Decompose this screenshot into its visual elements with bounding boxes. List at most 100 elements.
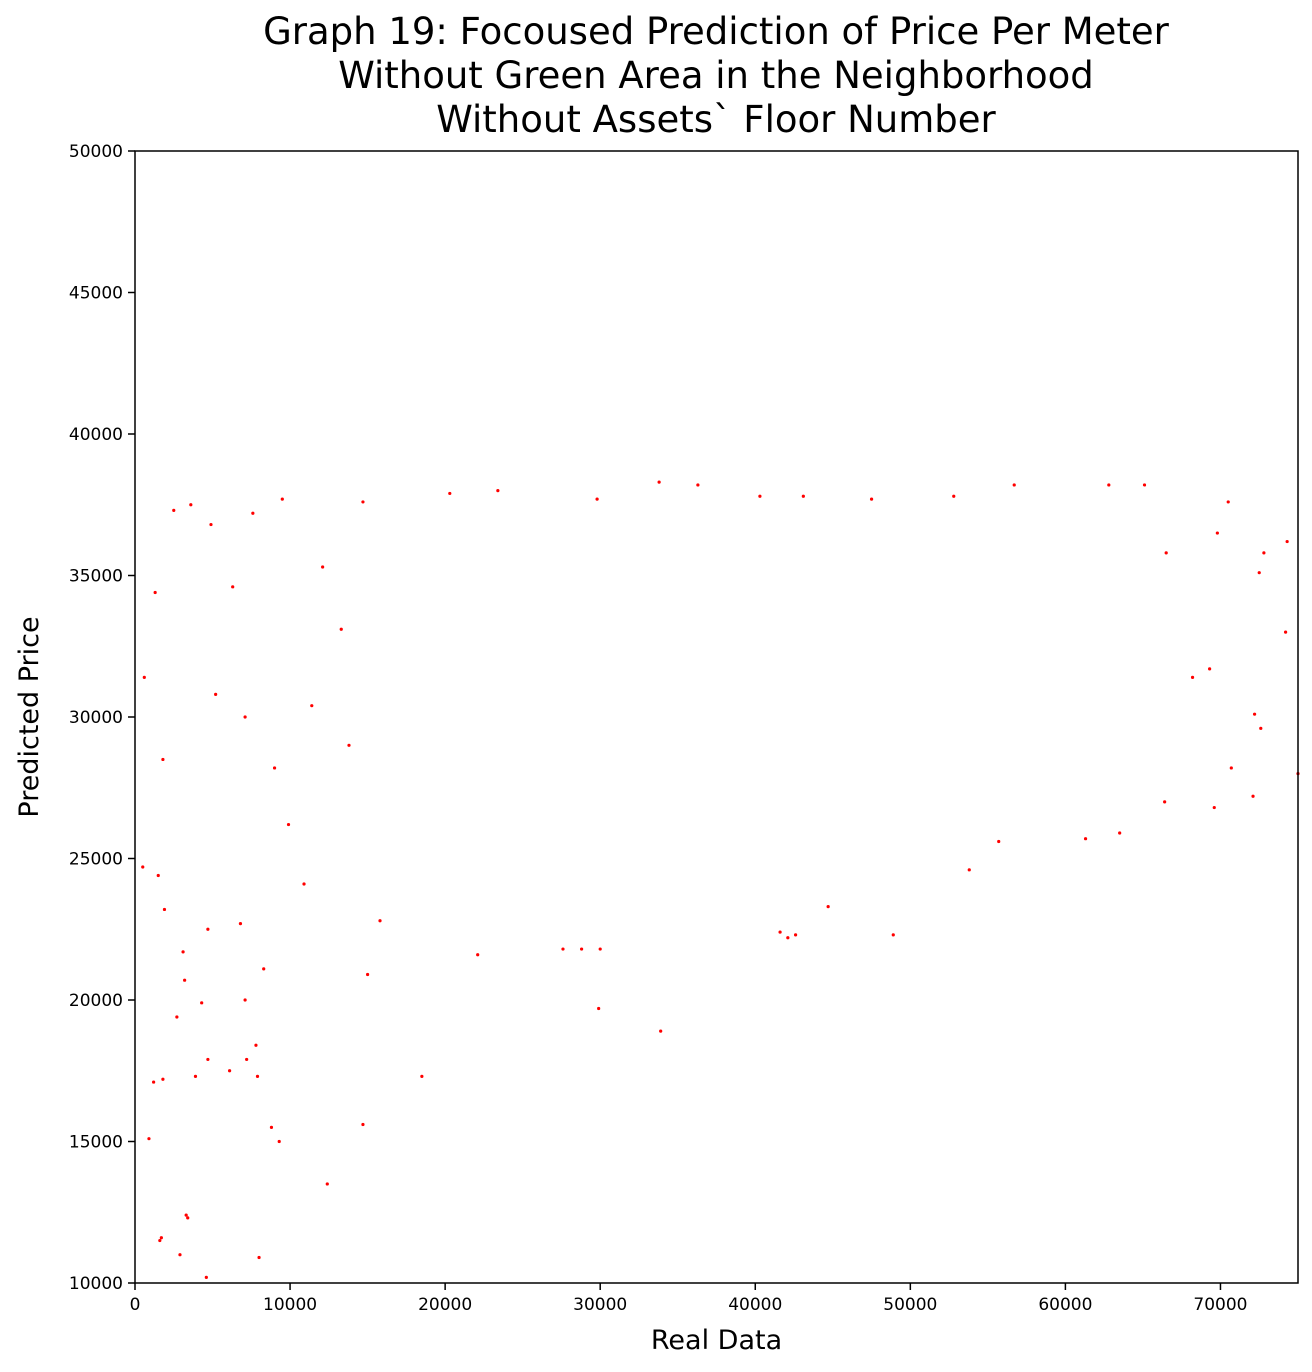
data-point (891, 933, 895, 937)
data-points-layer (141, 480, 1300, 1279)
data-point (1283, 630, 1288, 634)
data-point (159, 1236, 163, 1240)
y-tick-label: 15000 (69, 1133, 123, 1153)
ticks-layer: 0 10000 20000 30000 40000 50000 60000 70000 1000… (69, 142, 1248, 1315)
y-axis-label: Predicted Price (14, 616, 45, 817)
data-point (339, 627, 343, 631)
data-point (1259, 726, 1263, 730)
data-point (321, 565, 325, 569)
data-point (1252, 712, 1257, 716)
data-point (420, 1074, 424, 1079)
data-point (158, 1238, 162, 1243)
data-point (243, 715, 247, 719)
chart-title: Graph 19: Focoused Prediction of Price P… (263, 10, 1169, 141)
data-point (496, 489, 500, 493)
data-point (147, 1137, 151, 1141)
data-point (181, 950, 185, 954)
data-point (1215, 531, 1219, 535)
data-point (161, 1077, 165, 1081)
data-point (997, 839, 1001, 844)
data-point (793, 933, 798, 937)
y-tick-label: 35000 (69, 567, 123, 587)
data-point (153, 590, 157, 595)
data-point (254, 1043, 258, 1047)
data-point (206, 927, 210, 931)
y-tick-label: 50000 (69, 142, 123, 162)
data-point (801, 494, 805, 498)
data-point (952, 494, 956, 498)
data-point (1164, 551, 1168, 555)
data-point (245, 1057, 249, 1062)
data-point (1107, 483, 1111, 487)
y-tick-label: 10000 (69, 1274, 123, 1294)
data-point (280, 497, 284, 501)
data-point (1083, 837, 1088, 841)
data-point (142, 675, 146, 679)
data-point (204, 1275, 208, 1279)
data-point (162, 907, 167, 912)
data-point (175, 1015, 179, 1019)
data-point (325, 1182, 329, 1186)
data-point (659, 1029, 663, 1033)
data-point (206, 1057, 210, 1062)
data-point (141, 865, 145, 869)
data-point (255, 1074, 260, 1079)
x-tick-label: 30000 (573, 1295, 627, 1315)
data-point (184, 1213, 188, 1217)
data-point (597, 1006, 601, 1011)
data-point (1118, 831, 1122, 835)
data-point (1229, 766, 1233, 770)
data-point (272, 766, 277, 770)
data-point (1251, 794, 1255, 798)
data-point (286, 822, 291, 827)
x-tick-label: 20000 (418, 1295, 472, 1315)
data-point (1190, 675, 1195, 679)
data-point (657, 480, 661, 484)
data-point (561, 947, 565, 951)
data-point (1212, 805, 1216, 810)
data-point (476, 953, 480, 957)
data-point (347, 743, 351, 747)
data-point (193, 1074, 198, 1079)
data-point (826, 905, 830, 909)
data-point (1163, 800, 1167, 804)
y-tick-label: 45000 (69, 284, 123, 304)
data-point (231, 585, 235, 589)
data-point (869, 497, 874, 501)
x-tick-label: 0 (130, 1295, 141, 1315)
data-point (302, 882, 306, 886)
data-point (778, 930, 782, 934)
data-point (152, 1080, 156, 1084)
data-point (967, 868, 971, 872)
x-tick-label: 60000 (1038, 1295, 1092, 1315)
data-point (186, 1216, 190, 1220)
data-point (251, 511, 255, 515)
data-point (277, 1139, 281, 1144)
x-tick-label: 70000 (1193, 1295, 1247, 1315)
data-point (214, 692, 218, 696)
data-point (257, 1255, 261, 1260)
data-point (366, 972, 370, 977)
plot-frame (134, 150, 1299, 1284)
data-point (1012, 483, 1016, 487)
data-point (189, 503, 193, 507)
data-point (448, 491, 452, 496)
data-point (378, 919, 382, 923)
data-point (161, 757, 165, 762)
y-tick-label: 40000 (69, 425, 123, 445)
x-tick-label: 40000 (728, 1295, 782, 1315)
data-point (579, 947, 584, 951)
data-point (1208, 667, 1212, 671)
data-point (361, 1122, 365, 1127)
data-point (361, 500, 365, 504)
data-point (595, 497, 599, 501)
x-tick-label: 10000 (263, 1295, 317, 1315)
data-point (243, 998, 247, 1002)
data-point (227, 1069, 232, 1073)
y-tick-label: 30000 (69, 708, 123, 728)
data-point (156, 873, 160, 878)
data-point (183, 978, 187, 982)
data-point (269, 1125, 274, 1129)
y-tick-label: 20000 (69, 991, 123, 1011)
